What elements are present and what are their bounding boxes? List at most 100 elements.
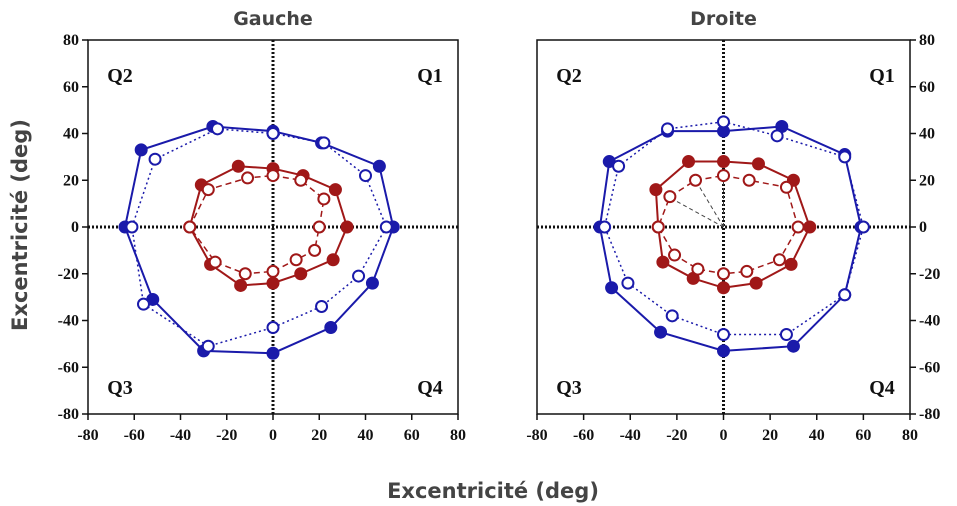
x-tick-label: 80 — [450, 427, 466, 444]
data-point — [717, 267, 730, 281]
data-point — [779, 328, 793, 342]
x-tick-label: 60 — [404, 427, 420, 444]
data-point — [742, 173, 756, 187]
data-point — [324, 321, 338, 335]
data-point — [717, 344, 730, 358]
quadrant-label-q1: Q1 — [869, 65, 895, 87]
data-point — [612, 159, 626, 173]
y-tick-label: 40 — [63, 126, 79, 143]
data-point — [665, 309, 679, 323]
y-tick-label: 80 — [63, 32, 79, 49]
quadrant-label-q3: Q3 — [107, 377, 133, 399]
data-point — [231, 159, 245, 173]
data-point — [238, 267, 252, 281]
x-tick-label: -60 — [573, 427, 594, 444]
data-point — [266, 127, 280, 140]
y-tick-label: -20 — [919, 266, 940, 283]
x-tick-label: -80 — [77, 427, 98, 444]
x-tick-label: 0 — [269, 427, 277, 444]
data-point — [740, 264, 754, 278]
x-tick-label: -60 — [124, 427, 145, 444]
data-point — [803, 220, 817, 234]
data-point — [689, 173, 703, 187]
data-point — [838, 288, 852, 302]
y-tick-label: 0 — [71, 219, 79, 236]
quadrant-label-q2: Q2 — [556, 65, 582, 87]
x-tick-label: 40 — [809, 427, 825, 444]
data-point — [682, 155, 696, 169]
data-point — [663, 190, 677, 204]
data-point — [621, 276, 635, 290]
data-point — [211, 122, 224, 136]
data-point — [308, 243, 322, 257]
data-point — [359, 169, 372, 183]
data-point — [717, 281, 730, 295]
chart-title: Droite — [690, 8, 757, 30]
data-point — [148, 152, 162, 166]
x-tick-label: 40 — [358, 427, 374, 444]
data-point — [294, 267, 308, 281]
data-point — [379, 220, 393, 234]
x-tick-label: -80 — [526, 427, 547, 444]
data-point — [651, 220, 665, 234]
data-point — [352, 269, 366, 283]
x-tick-label: -20 — [216, 427, 237, 444]
y-axis-label: Excentricité (deg) — [8, 119, 32, 331]
y-tick-label: 60 — [919, 79, 935, 96]
data-point — [201, 339, 215, 353]
y-tick-label: -40 — [58, 313, 79, 330]
data-point — [751, 157, 765, 171]
data-point — [656, 255, 670, 269]
x-tick-label: 60 — [855, 427, 871, 444]
data-point — [328, 183, 342, 197]
data-point — [649, 183, 663, 197]
data-point — [201, 183, 215, 197]
x-tick-label: 80 — [902, 427, 918, 444]
quadrant-label-q2: Q2 — [107, 65, 133, 87]
data-point — [266, 321, 280, 335]
data-point — [654, 325, 668, 339]
data-point — [266, 169, 280, 183]
data-point — [340, 220, 354, 234]
quadrant-label-q4: Q4 — [417, 377, 443, 399]
data-point — [779, 180, 793, 194]
data-point — [312, 220, 326, 234]
data-point — [717, 115, 730, 129]
x-tick-label: -40 — [620, 427, 641, 444]
data-point — [717, 169, 730, 183]
data-point — [365, 276, 379, 290]
quadrant-label-q1: Q1 — [417, 65, 443, 87]
series-line-1 — [123, 125, 395, 355]
data-point — [791, 220, 805, 234]
quadrant-label-q4: Q4 — [869, 377, 895, 399]
y-tick-label: 0 — [919, 219, 927, 236]
data-point — [772, 253, 786, 267]
data-point — [317, 192, 331, 206]
data-point — [786, 339, 800, 353]
data-point — [125, 220, 139, 234]
y-tick-label: -40 — [919, 313, 940, 330]
data-point — [838, 150, 852, 164]
y-tick-label: -80 — [919, 406, 940, 423]
y-tick-label: 20 — [919, 172, 935, 189]
y-tick-label: 60 — [63, 79, 79, 96]
data-point — [372, 159, 386, 173]
data-point — [134, 143, 148, 157]
reference-line — [695, 179, 724, 228]
data-point — [749, 276, 763, 290]
data-point — [266, 264, 280, 278]
data-point — [691, 262, 705, 276]
reference-line — [671, 198, 724, 228]
data-point — [266, 346, 280, 360]
data-point — [668, 248, 682, 262]
chart-panel-1: Gauche -80 -60 -40 -20 0 20 40 60 80 80 60 40 20 0 -20 -… — [58, 8, 466, 444]
data-point — [317, 136, 331, 150]
x-tick-label: -40 — [170, 427, 191, 444]
data-point — [784, 257, 798, 271]
quadrant-label-q3: Q3 — [556, 377, 582, 399]
data-point — [266, 276, 280, 290]
data-point — [661, 122, 675, 136]
y-tick-label: 40 — [919, 126, 935, 143]
x-tick-label: 0 — [720, 427, 728, 444]
